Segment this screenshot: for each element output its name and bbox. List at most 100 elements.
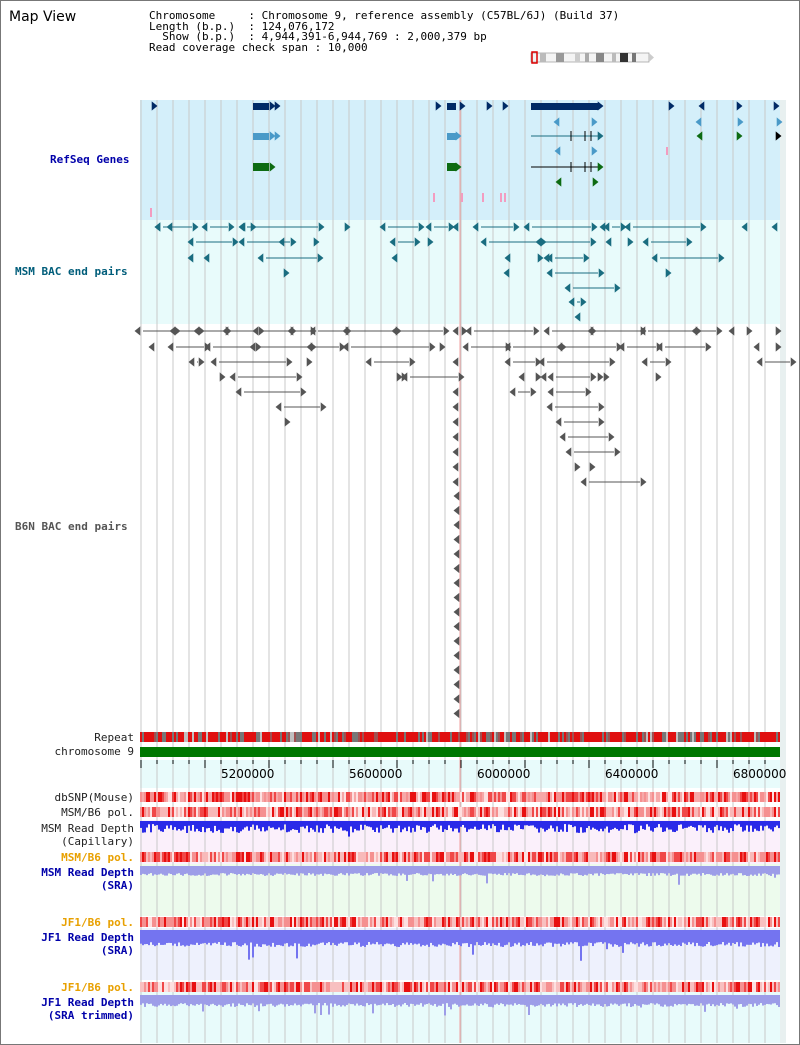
msm-read-depth-sra-label[interactable]: MSM Read Depth <box>41 866 134 879</box>
b6n-bac-pair-left <box>504 342 511 352</box>
b6n-bac-pair-left <box>465 326 472 336</box>
b6n-bac-pair-left <box>249 342 256 352</box>
b6n-bac-pair-right <box>598 417 605 427</box>
b6n-bac-pair-right <box>409 357 416 367</box>
gene-arrow <box>591 117 598 127</box>
read-depth-tracks <box>140 821 780 1016</box>
b6n-bac-pair-left <box>222 326 229 336</box>
length-value: 124,076,172 <box>261 19 335 33</box>
b6n-bac-pair-right <box>590 372 597 382</box>
grid-lines <box>140 100 766 1043</box>
dbsnp-label[interactable]: dbSNP(Mouse) <box>54 791 134 804</box>
b6n-bac-pair-left <box>504 357 511 367</box>
b6n-bac-pair-left <box>235 387 242 397</box>
b6n-bac-pair-left <box>546 402 553 412</box>
msm-bac-pair-right <box>590 237 597 247</box>
b6n-bac-pair-right <box>286 357 293 367</box>
chromosome-ideogram[interactable] <box>530 51 654 64</box>
b6n-bac-pair-right <box>198 357 205 367</box>
b6n-bac-end <box>453 694 460 704</box>
jf1-read-depth-trim-label[interactable]: JF1 Read Depth <box>41 996 134 1009</box>
repeat-label: Repeat <box>94 731 134 744</box>
msm-bac-end <box>313 237 320 247</box>
refseq-genes-track[interactable] <box>150 101 783 217</box>
msm-bac-end <box>665 268 672 278</box>
gene-arrow <box>597 101 604 111</box>
jf1-b6-pol-label-1[interactable]: JF1/B6 pol. <box>61 916 134 929</box>
msm-b6-pol-label-2[interactable]: MSM/B6 pol. <box>61 851 134 864</box>
gene-arrow <box>269 131 276 141</box>
msm-bac-pair-right <box>192 222 199 232</box>
b6n-bac-label[interactable]: B6N BAC end pairs <box>15 520 128 533</box>
b6n-bac-pair-left <box>342 342 349 352</box>
b6n-bac-end <box>453 549 460 559</box>
b6n-bac-end <box>589 462 596 472</box>
gene-arrow <box>592 177 599 187</box>
gene-tick <box>150 208 152 217</box>
b6n-bac-pair-left <box>306 342 313 352</box>
gene-arrow <box>597 162 604 172</box>
msm-bac-end <box>187 253 194 263</box>
gene-block <box>531 103 598 110</box>
msm-bac-pair-left <box>568 297 575 307</box>
msm-bac-pair-left <box>238 237 245 247</box>
msm-read-depth-cap-label[interactable]: MSM Read Depth <box>41 822 134 835</box>
msm-bac-end <box>537 253 544 263</box>
msm-b6-pol-label-1[interactable]: MSM/B6 pol. <box>61 806 134 819</box>
msm-bac-pair-right <box>448 222 455 232</box>
msm-bac-pair-left <box>201 222 208 232</box>
jf1-b6-pol-label-2[interactable]: JF1/B6 pol. <box>61 981 134 994</box>
b6n-bac-pair-left <box>365 357 372 367</box>
msm-bac-label[interactable]: MSM BAC end pairs <box>15 265 128 278</box>
gene-arrow <box>696 131 703 141</box>
b6n-bac-pair-right <box>640 477 647 487</box>
gene-arrow <box>269 101 276 111</box>
jf1-read-depth-sra-label[interactable]: JF1 Read Depth <box>41 931 134 944</box>
b6n-bac-pair-left <box>538 357 545 367</box>
msm-bac-pair-right <box>317 253 324 263</box>
b6n-bac-pair-left <box>587 326 594 336</box>
msm-bac-end <box>166 222 173 232</box>
b6n-bac-pair-left <box>543 326 550 336</box>
msm-bac-pair-right <box>318 222 325 232</box>
b6n-bac-end <box>306 357 313 367</box>
right-margin-bg <box>780 100 786 1043</box>
b6n-bac-end <box>396 372 403 382</box>
msm-bac-pair-right <box>580 297 587 307</box>
region-info: Chromosome : Chromosome 9, reference ass… <box>149 9 620 54</box>
refseq-genes-label[interactable]: RefSeq Genes <box>50 153 130 166</box>
msm-bac-end <box>278 237 285 247</box>
gene-arrow <box>274 101 281 111</box>
msm-bac-end <box>391 253 398 263</box>
msm-bac-end <box>605 237 612 247</box>
show-value: 4,944,391-6,944,769 : 2,000,379 bp <box>261 30 487 43</box>
b6n-bac-end <box>540 372 547 382</box>
b6n-bac-end <box>453 665 460 675</box>
polymorphism-heat-tracks <box>140 792 780 992</box>
b6n-bac-pair-right <box>585 387 592 397</box>
msm-bac-track[interactable] <box>154 222 778 322</box>
b6n-bac-end <box>453 708 460 719</box>
msm-bac-end <box>250 222 257 232</box>
b6n-bac-pair-left <box>275 402 282 412</box>
msm-bac-pair-right <box>700 222 707 232</box>
b6n-bac-pair-left <box>639 326 646 336</box>
show-key: Show (b.p.) <box>162 30 236 43</box>
b6n-bac-pair-left <box>559 432 566 442</box>
gene-tick <box>461 193 463 202</box>
b6n-bac-pair-right <box>458 372 465 382</box>
chromosome-bar <box>140 747 780 757</box>
gene-arrow <box>486 101 493 111</box>
gene-arrow <box>736 101 743 111</box>
b6n-bac-end <box>775 342 782 352</box>
b6n-bac-end <box>535 372 542 382</box>
b6n-bac-end <box>775 326 782 336</box>
msm-bac-pair-right <box>686 237 693 247</box>
msm-bac-end <box>203 253 210 263</box>
b6n-bac-end <box>452 432 459 442</box>
b6n-bac-track[interactable] <box>134 326 797 719</box>
b6n-bac-end <box>453 650 460 661</box>
gene-arrow <box>455 162 462 172</box>
b6n-bac-end <box>452 326 459 336</box>
